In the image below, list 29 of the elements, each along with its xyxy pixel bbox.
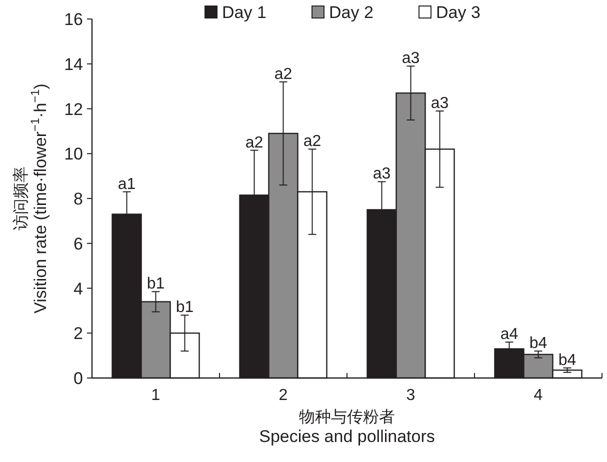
data-label: a2 — [274, 66, 292, 83]
legend-label: Day 1 — [222, 3, 266, 22]
data-label: a2 — [245, 134, 264, 152]
data-label: a1 — [118, 176, 136, 193]
data-label: b1 — [176, 299, 194, 316]
y-tick-label: 6 — [74, 234, 83, 254]
y-tick-label: 12 — [64, 100, 83, 119]
data-label: a3 — [402, 50, 420, 68]
data-label: b4 — [558, 352, 576, 369]
data-label: a4 — [500, 326, 518, 344]
data-label: b4 — [529, 335, 548, 352]
x-tick-label: 2 — [278, 387, 288, 404]
y-tick-label: 4 — [74, 279, 83, 298]
y-tick-label: 10 — [64, 144, 83, 164]
data-label: b1 — [146, 276, 165, 293]
x-tick-label: 3 — [406, 387, 416, 404]
y-tick-label: 8 — [74, 190, 83, 208]
legend-label: Day 3 — [436, 3, 480, 22]
data-label: a3 — [372, 166, 391, 183]
data-label: a2 — [303, 133, 322, 150]
y-tick-label: 14 — [64, 54, 83, 74]
x-tick-label: 1 — [151, 387, 160, 404]
x-tick-label: 4 — [534, 387, 543, 404]
y-tick-label: 2 — [74, 324, 83, 344]
x-axis-title: 物种与传粉者 Species and pollinators — [259, 408, 435, 446]
y-tick-label: 0 — [74, 369, 83, 388]
legend-label: Day 2 — [329, 3, 374, 22]
y-tick-label: 16 — [64, 10, 83, 29]
data-label: a3 — [430, 94, 449, 112]
